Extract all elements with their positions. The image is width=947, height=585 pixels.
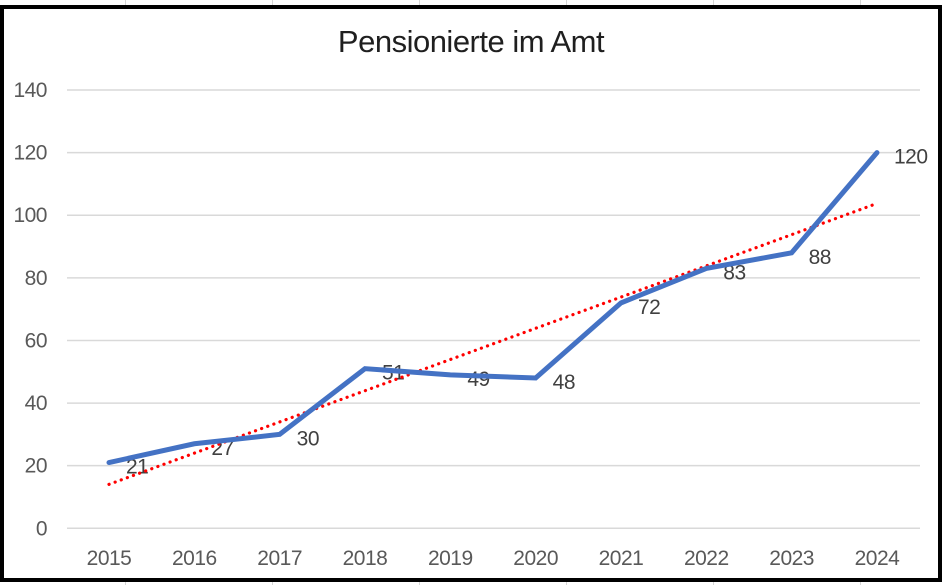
chart-title: Pensionierte im Amt xyxy=(337,24,605,59)
x-tick-label: 2020 xyxy=(513,547,558,570)
data-label: 83 xyxy=(723,261,745,284)
cell-gridline xyxy=(860,582,861,585)
cell-gridline xyxy=(419,582,420,585)
cell-gridline xyxy=(566,0,567,5)
chart-container[interactable] xyxy=(0,5,942,582)
data-label: 72 xyxy=(638,296,660,319)
cell-gridline xyxy=(860,0,861,5)
x-tick-label: 2016 xyxy=(172,547,217,570)
x-tick-label: 2022 xyxy=(684,547,729,570)
data-label: 120 xyxy=(894,146,928,169)
x-tick-label: 2019 xyxy=(428,547,473,570)
cell-gridline xyxy=(419,0,420,5)
x-tick-label: 2015 xyxy=(87,547,132,570)
y-tick-label: 100 xyxy=(13,204,47,227)
y-tick-label: 120 xyxy=(13,142,47,165)
cell-gridline xyxy=(125,0,126,5)
y-tick-label: 140 xyxy=(13,79,47,102)
cell-gridline xyxy=(566,582,567,585)
cell-gridline xyxy=(125,582,126,585)
y-tick-label: 20 xyxy=(25,455,47,478)
data-label: 21 xyxy=(126,456,148,479)
data-label: 88 xyxy=(809,246,831,269)
y-tick-label: 0 xyxy=(36,517,47,540)
x-tick-label: 2018 xyxy=(343,547,388,570)
y-tick-label: 80 xyxy=(25,267,47,290)
cell-gridline xyxy=(713,0,714,5)
data-label: 30 xyxy=(297,427,319,450)
x-tick-label: 2021 xyxy=(599,547,644,570)
data-label: 48 xyxy=(553,371,575,394)
data-label: 49 xyxy=(467,368,489,391)
x-tick-label: 2023 xyxy=(769,547,814,570)
y-tick-label: 60 xyxy=(25,329,47,352)
cell-gridline xyxy=(272,582,273,585)
x-tick-label: 2024 xyxy=(855,547,901,570)
y-tick-label: 40 xyxy=(25,392,47,415)
cell-gridline xyxy=(272,0,273,5)
x-tick-label: 2017 xyxy=(257,547,302,570)
series-line xyxy=(106,150,880,466)
cell-gridline xyxy=(713,582,714,585)
